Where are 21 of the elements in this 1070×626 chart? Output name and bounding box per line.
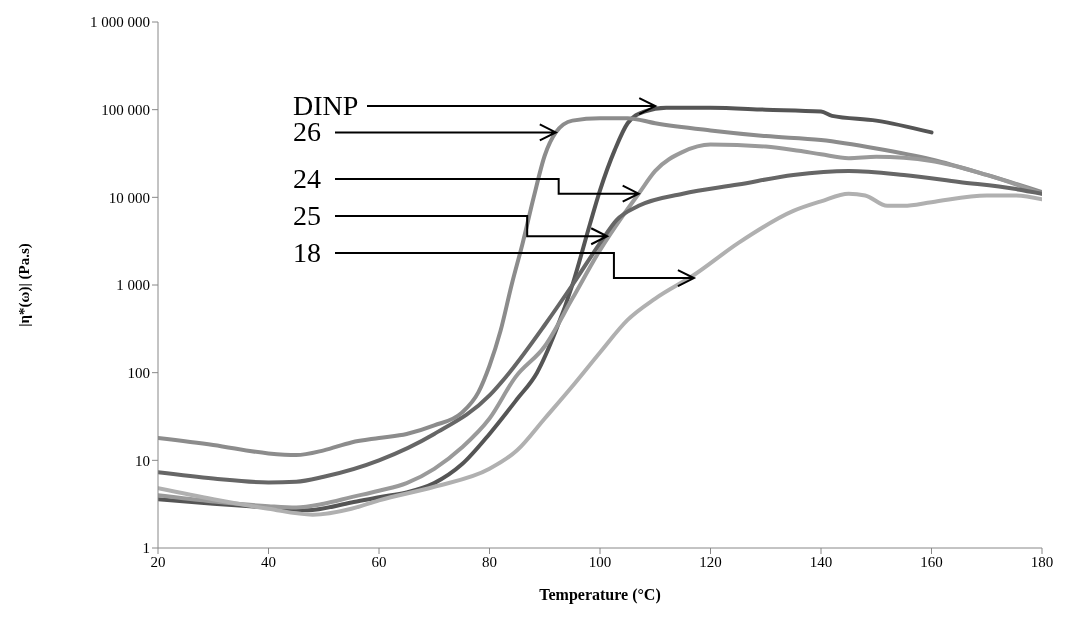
x-tick-label: 160 xyxy=(920,553,943,570)
x-tick-label: 20 xyxy=(150,553,166,570)
x-tick-label: 140 xyxy=(809,553,833,570)
y-tick-label: 1 xyxy=(142,540,150,557)
annotation: 24 xyxy=(293,163,321,194)
annotation: 25 xyxy=(293,200,321,231)
x-axis-title: Temperature (°C) xyxy=(539,586,661,604)
x-tick-label: 40 xyxy=(261,553,276,570)
x-tick-label: 180 xyxy=(1030,553,1054,570)
y-tick-label: 10 xyxy=(135,452,150,469)
x-tick-label: 60 xyxy=(371,553,387,570)
y-tick-label: 1 000 xyxy=(116,277,150,294)
x-tick-label: 80 xyxy=(482,553,497,570)
y-axis-title: |η*(ω)| (Pa.s) xyxy=(16,243,34,327)
annotation: 18 xyxy=(293,237,321,268)
x-tick-label: 100 xyxy=(588,553,612,570)
y-tick-label: 1 000 000 xyxy=(90,14,150,31)
y-tick-label: 100 xyxy=(127,364,150,381)
y-tick-label: 100 000 xyxy=(101,101,150,118)
x-tick-label: 120 xyxy=(699,553,722,570)
y-tick-label: 10 000 xyxy=(108,189,150,206)
